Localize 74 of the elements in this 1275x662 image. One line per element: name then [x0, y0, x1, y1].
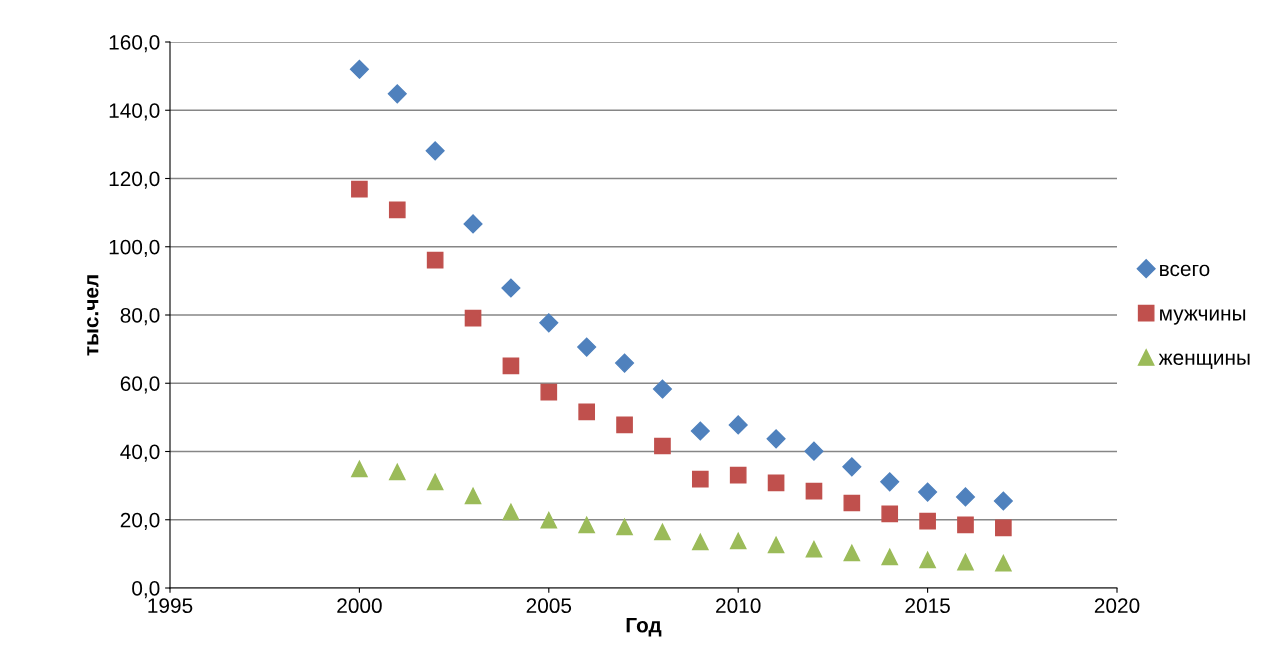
point [578, 403, 596, 421]
point [387, 84, 407, 104]
x-tick-label: 1995 [148, 598, 193, 614]
y-tick-label: 20,0 [120, 512, 160, 530]
point [728, 415, 748, 435]
point [502, 503, 520, 521]
point [425, 141, 445, 161]
point [426, 251, 444, 269]
point [767, 474, 785, 492]
point [502, 357, 520, 375]
point [805, 482, 823, 500]
point [766, 429, 786, 449]
point [616, 416, 633, 434]
point [426, 473, 444, 491]
point [349, 59, 369, 79]
point [804, 441, 824, 461]
point [540, 511, 558, 529]
point [351, 460, 368, 478]
point [919, 551, 936, 569]
point [690, 421, 710, 441]
point [957, 516, 974, 534]
point [955, 487, 976, 507]
point [388, 201, 406, 219]
x-tick-label: 2020 [1094, 598, 1140, 614]
point [540, 383, 558, 401]
point [843, 494, 861, 512]
point [918, 482, 938, 502]
point [995, 519, 1012, 537]
legend-label: женщины [1158, 353, 1250, 369]
y-tick-label: 120,0 [109, 171, 160, 189]
point [881, 505, 899, 523]
point [615, 353, 635, 373]
y-axis-title: тыс.чел [87, 275, 99, 356]
point [957, 553, 974, 571]
x-tick-label: 2010 [716, 598, 761, 614]
y-tick-label: 160,0 [109, 35, 160, 53]
y-tick-label: 0,0 [132, 581, 160, 599]
point [578, 516, 596, 534]
point [729, 532, 747, 550]
point [577, 337, 597, 357]
y-tick-label: 60,0 [120, 376, 160, 394]
x-tick-label: 2005 [526, 598, 572, 614]
point [995, 554, 1012, 572]
point [805, 540, 823, 558]
point [463, 214, 483, 234]
point [691, 470, 709, 488]
point [767, 536, 785, 554]
x-axis-title: Год [626, 617, 662, 637]
point [993, 491, 1013, 511]
point [464, 487, 482, 505]
point [388, 463, 406, 481]
x-tick-label: 2015 [905, 598, 950, 614]
x-tick-label: 2000 [337, 598, 382, 614]
point [881, 548, 899, 566]
point [654, 437, 671, 455]
point [616, 518, 633, 536]
y-tick-label: 140,0 [109, 103, 160, 121]
y-tick-label: 40,0 [120, 444, 160, 462]
point [464, 309, 482, 327]
point [351, 180, 368, 198]
legend-label: мужчины [1160, 309, 1246, 325]
point [691, 533, 709, 551]
point [729, 466, 747, 484]
point [919, 512, 936, 530]
point [539, 313, 559, 333]
point [652, 379, 672, 399]
point [842, 457, 862, 477]
point [880, 472, 900, 492]
point [843, 544, 861, 562]
point [654, 523, 671, 541]
legend-label: всего [1160, 264, 1210, 277]
y-tick-label: 80,0 [120, 308, 160, 326]
point [501, 278, 521, 298]
y-tick-label: 100,0 [109, 239, 160, 257]
